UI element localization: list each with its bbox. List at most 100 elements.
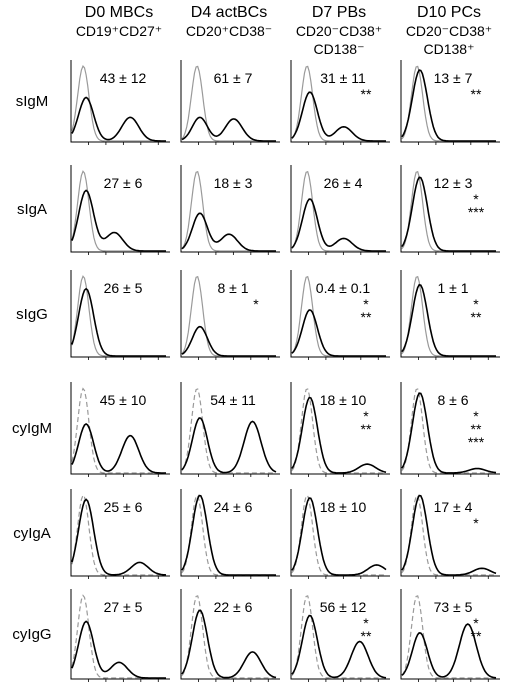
percentage-label: 73 ± 5 [433,599,473,615]
histogram-panel: 18 ± 10 * ** [288,380,390,480]
column-subtitle: CD138⁻ [313,41,365,57]
significance-star-line: *** [467,204,485,220]
percentage-label: 56 ± 12 [319,599,367,615]
histogram-panel: 18 ± 10 [288,487,390,582]
histogram-panel: 27 ± 5 [68,587,170,685]
percentage-label: 12 ± 3 [433,175,473,191]
histogram-plot [70,270,170,360]
sample-histogram-line [401,176,496,252]
row-label: cyIgM [11,420,52,437]
significance-stars: * ** [346,296,386,324]
histogram-panel: 31 ± 11 ** [288,58,390,148]
axis-lines [180,382,280,475]
histogram-panel: 43 ± 12 [68,58,170,148]
histogram-plot [400,60,500,145]
histogram-panel: 27 ± 6 [68,163,170,258]
sample-histogram-line [71,423,166,474]
histogram-plot [70,60,170,145]
column-title: D4 actBCs [190,4,268,21]
histogram-plot [70,589,170,682]
row-label: cyIgG [12,626,52,643]
histogram-panel: 26 ± 4 [288,163,390,258]
sample-histogram-line [71,96,166,142]
column-header: D7 PBs CD20⁻CD38⁺ CD138⁻ [279,4,399,58]
axis-lines [180,60,280,143]
column-subtitle: CD20⁺CD38⁻ [185,23,273,39]
significance-stars: * *** [456,191,496,220]
column-title: D10 PCs [416,4,482,21]
axis-lines [400,489,500,577]
histogram-plot [400,589,500,682]
percentage-label: 26 ± 4 [323,175,363,191]
sample-histogram-line [181,609,277,679]
axis-lines [180,165,280,253]
axis-lines [400,270,500,358]
row-label: sIgA [16,200,47,218]
significance-star-line: ** [470,309,482,325]
histogram-panel: 17 ± 4 * [398,487,500,582]
percentage-label: 13 ± 7 [433,70,473,86]
control-histogram-line [181,388,276,474]
percentage-label: 18 ± 10 [319,499,367,515]
sample-histogram-line [291,91,386,142]
percentage-label: 45 ± 10 [99,392,147,408]
column-title: D0 MBCs [84,4,154,21]
histogram-panel: 18 ± 3 [178,163,280,258]
significance-stars: * ** [456,297,496,325]
axis-lines [400,382,500,475]
percentage-label: 54 ± 11 [210,392,256,408]
histogram-plot [290,382,390,477]
histogram-panel: 1 ± 1 * ** [398,268,500,363]
significance-star-line: * [473,191,479,207]
column-header: D0 MBCs CD19⁺CD27⁺ [59,4,179,40]
significance-star-line: * [473,615,479,631]
percentage-label: 27 ± 6 [103,175,143,191]
column-title: D7 PBs [311,4,367,21]
percentage-label: 8 ± 6 [437,392,469,408]
histogram-panel: 54 ± 11 [178,380,280,480]
percentage-label: 17 ± 4 [433,499,473,515]
sample-histogram-line [181,494,276,576]
row-label: sIgM [15,93,49,110]
column-header: D10 PCs CD20⁻CD38⁺ CD138⁺ [389,4,509,58]
significance-star-line: ** [360,421,372,437]
column-subtitle: CD138⁺ [423,41,475,57]
axis-lines [290,60,390,143]
axis-lines [70,270,170,358]
percentage-label: 22 ± 6 [213,599,253,615]
histogram-panel: 8 ± 6 * ** *** [398,380,500,480]
column-subtitle: CD19⁺CD27⁺ [75,23,163,39]
percentage-label: 18 ± 3 [213,175,253,191]
percentage-label: 25 ± 6 [103,499,143,515]
histogram-plot [400,382,500,477]
sample-histogram-line [71,189,166,252]
percentage-label: 27 ± 5 [103,599,143,615]
histogram-panel: 56 ± 12 * ** [288,587,390,685]
histogram-plot [70,165,170,255]
sample-histogram-line [291,614,387,679]
significance-star-line: ** [470,628,482,644]
histogram-plot [180,165,280,255]
sample-histogram-line [291,497,387,576]
histogram-plot [290,589,390,682]
axis-lines [290,382,390,475]
axis-lines [70,489,170,577]
axis-lines [180,589,280,680]
column-subtitle: CD20⁻CD38⁺ [295,23,383,39]
sample-histogram-line [401,69,496,142]
significance-stars: * ** [456,615,496,644]
axis-lines [400,589,500,680]
significance-star-line: ** [360,628,372,644]
percentage-label: 8 ± 1 [217,280,249,296]
axis-lines [70,165,170,253]
histogram-plot [400,270,500,360]
histogram-plot [290,60,390,145]
significance-star-line: ** [470,86,482,102]
axis-lines [70,589,170,680]
significance-star-line: * [363,408,369,424]
percentage-label: 61 ± 7 [213,70,253,86]
percentage-label: 26 ± 5 [103,280,143,296]
significance-star-line: * [363,296,369,312]
histogram-panel: 8 ± 1 * [178,268,280,363]
